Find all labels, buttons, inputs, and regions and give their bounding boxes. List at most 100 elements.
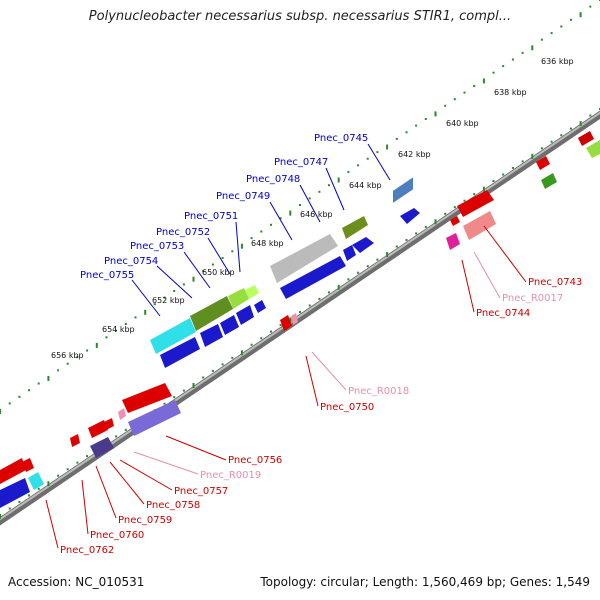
feature-arrow[interactable] <box>0 478 30 508</box>
major-tick <box>337 284 340 290</box>
gene-label[interactable]: Pnec_0743 <box>528 277 582 288</box>
gene-label[interactable]: Pnec_R0017 <box>502 293 563 304</box>
feature-arrow[interactable] <box>236 305 254 325</box>
minor-tick <box>492 71 495 74</box>
gene-label[interactable]: Pnec_0751 <box>184 211 238 222</box>
major-tick <box>289 210 292 216</box>
gene-label[interactable]: Pnec_0757 <box>174 486 228 497</box>
feature-arrow[interactable] <box>0 458 26 484</box>
feature-block[interactable] <box>128 400 181 436</box>
gene-label[interactable]: Pnec_0760 <box>90 530 144 541</box>
feature-block[interactable] <box>541 173 557 189</box>
reverse-features[interactable] <box>0 156 557 484</box>
minor-tick <box>115 329 118 332</box>
minor-tick <box>589 114 592 117</box>
gene-label[interactable]: Pnec_0750 <box>320 402 374 413</box>
feature-block[interactable] <box>342 216 368 239</box>
minor-tick <box>163 296 166 299</box>
leader-line <box>109 461 145 505</box>
feature-arrow[interactable] <box>220 315 239 335</box>
feature-block[interactable] <box>90 437 114 458</box>
gene-label[interactable]: Pnec_0744 <box>476 308 530 319</box>
feature-arrow[interactable] <box>280 315 292 331</box>
genome-summary: Topology: circular; Length: 1,560,469 bp… <box>260 575 590 589</box>
feature-block[interactable] <box>463 211 496 240</box>
gene-label[interactable]: Pnec_0749 <box>216 191 270 202</box>
feature-block[interactable] <box>190 296 233 331</box>
leader-line <box>269 201 293 241</box>
minor-tick <box>415 124 418 127</box>
minor-tick <box>521 51 524 54</box>
feature-arrow[interactable] <box>122 383 172 413</box>
feature-arrow[interactable] <box>457 190 494 217</box>
feature-arrow[interactable] <box>118 408 126 420</box>
gene-label[interactable]: Pnec_0755 <box>80 270 134 281</box>
minor-tick <box>211 263 214 266</box>
feature-block[interactable] <box>245 285 259 299</box>
minor-tick <box>221 363 224 366</box>
gene-label[interactable]: Pnec_0752 <box>156 227 210 238</box>
gene-label[interactable]: Pnec_R0019 <box>200 470 261 481</box>
feature-arrow[interactable] <box>536 156 550 170</box>
gene-label[interactable]: Pnec_0753 <box>130 241 184 252</box>
feature-arrow[interactable] <box>22 458 34 472</box>
feature-arrow[interactable] <box>343 245 356 261</box>
minor-tick <box>376 151 379 154</box>
feature-arrow[interactable] <box>160 337 200 368</box>
feature-block[interactable] <box>586 140 600 158</box>
feature-block[interactable] <box>393 177 413 203</box>
minor-tick <box>279 324 282 327</box>
minor-tick <box>86 349 89 352</box>
feature-block[interactable] <box>446 233 460 250</box>
gene-label[interactable]: Pnec_0754 <box>104 256 158 267</box>
leader-lines <box>45 143 527 549</box>
feature-arrow[interactable] <box>578 131 594 146</box>
major-tick <box>579 12 582 18</box>
gene-label[interactable]: Pnec_0748 <box>246 174 300 185</box>
minor-tick <box>57 369 60 372</box>
feature-arrow[interactable] <box>280 256 346 299</box>
gene-labels[interactable]: Pnec_0745 Pnec_0747 Pnec_0748 Pnec_0749 … <box>60 133 582 556</box>
minor-tick <box>376 258 379 261</box>
feature-block[interactable] <box>270 234 338 283</box>
minor-tick <box>37 382 40 385</box>
gene-label[interactable]: Pnec_0762 <box>60 545 114 556</box>
feature-arrow[interactable] <box>104 418 114 430</box>
forward-features[interactable] <box>0 131 600 508</box>
minor-tick <box>357 271 360 274</box>
tick-rings <box>0 0 600 519</box>
gene-label[interactable]: Pnec_0756 <box>228 455 282 466</box>
feature-arrow[interactable] <box>352 237 374 253</box>
feature-block[interactable] <box>28 472 44 490</box>
minor-tick <box>560 25 563 28</box>
feature-arrow[interactable] <box>70 434 80 447</box>
feature-arrow[interactable] <box>200 324 223 347</box>
minor-tick <box>366 265 369 268</box>
gene-label[interactable]: Pnec_0745 <box>314 133 368 144</box>
gene-label[interactable]: Pnec_0747 <box>274 157 328 168</box>
feature-arrow[interactable] <box>88 420 108 438</box>
minor-tick <box>589 5 592 8</box>
feature-arrow[interactable] <box>291 313 298 325</box>
minor-tick <box>308 197 311 200</box>
minor-tick <box>308 304 311 307</box>
minor-tick <box>299 204 301 206</box>
minor-tick <box>8 402 11 405</box>
feature-block[interactable] <box>150 318 196 354</box>
gene-label[interactable]: Pnec_0759 <box>118 515 172 526</box>
minor-tick <box>182 283 185 286</box>
major-tick <box>240 243 243 249</box>
gene-label[interactable]: Pnec_R0018 <box>348 386 409 397</box>
feature-arrow[interactable] <box>450 216 460 226</box>
minor-tick <box>511 58 514 61</box>
major-tick <box>192 276 195 282</box>
feature-block[interactable] <box>228 288 249 309</box>
minor-tick <box>28 389 30 392</box>
gene-label[interactable]: Pnec_0758 <box>146 500 200 511</box>
minor-tick <box>570 127 572 130</box>
minor-tick <box>521 160 524 163</box>
minor-tick <box>405 131 408 134</box>
feature-arrow[interactable] <box>254 300 266 313</box>
feature-arrow[interactable] <box>400 208 420 224</box>
